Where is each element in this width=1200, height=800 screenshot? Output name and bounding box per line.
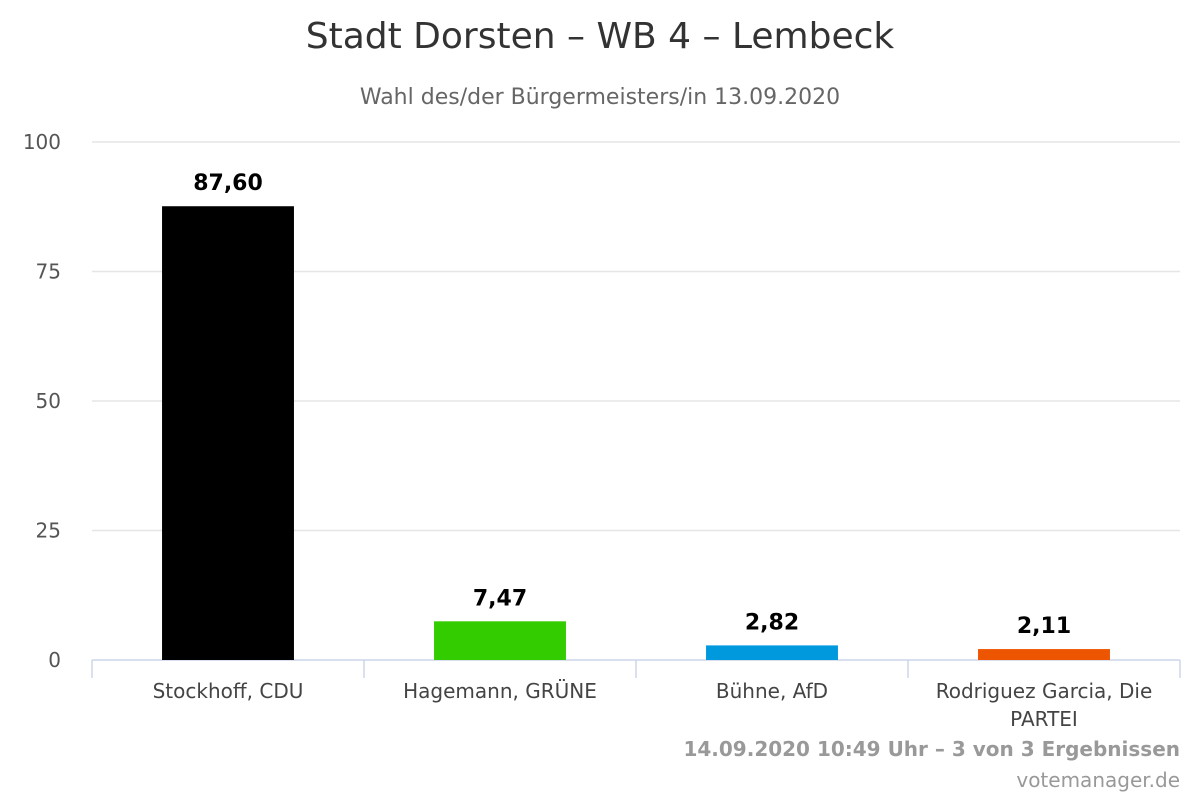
- x-tick-label: Rodriguez Garcia, Die PARTEI: [936, 679, 1153, 731]
- data-labels: 87,60 7,47 2,82 2,11: [193, 171, 1071, 639]
- x-tick-label-line: Stockhoff, CDU: [153, 679, 304, 703]
- y-tick-label: 75: [36, 260, 61, 284]
- x-tick-label-line: Rodriguez Garcia, Die: [936, 679, 1153, 703]
- y-tick-label: 0: [48, 648, 61, 672]
- chart-title: Stadt Dorsten – WB 4 – Lembeck: [306, 16, 895, 57]
- data-label: 87,60: [193, 171, 263, 196]
- bar: [162, 206, 294, 660]
- source-link[interactable]: votemanager.de: [1016, 768, 1180, 792]
- y-tick-label: 100: [23, 130, 61, 154]
- x-tick-label-line: Bühne, AfD: [716, 679, 828, 703]
- y-tick-label: 25: [36, 519, 61, 543]
- y-tick-label: 50: [36, 389, 61, 413]
- x-tick-label: Stockhoff, CDU: [153, 679, 304, 703]
- chart-subtitle: Wahl des/der Bürgermeisters/in 13.09.202…: [360, 85, 840, 110]
- y-axis-ticks: 0 25 50 75 100: [23, 130, 61, 672]
- chart-credits: 14.09.2020 10:49 Uhr – 3 von 3 Ergebniss…: [683, 737, 1180, 761]
- bars: [162, 206, 1110, 660]
- bar: [706, 645, 838, 660]
- x-tick-label: Hagemann, GRÜNE: [403, 679, 597, 703]
- x-tick-label: Bühne, AfD: [716, 679, 828, 703]
- bar: [978, 649, 1110, 660]
- x-tick-label-line: PARTEI: [1010, 707, 1078, 731]
- x-axis-ticks: Stockhoff, CDU Hagemann, GRÜNE Bühne, AfD R…: [153, 679, 1153, 731]
- bar: [434, 621, 566, 660]
- x-tick-label-line: Hagemann, GRÜNE: [403, 679, 597, 703]
- data-label: 2,82: [745, 610, 799, 635]
- data-label: 2,11: [1017, 614, 1071, 639]
- data-label: 7,47: [473, 586, 527, 611]
